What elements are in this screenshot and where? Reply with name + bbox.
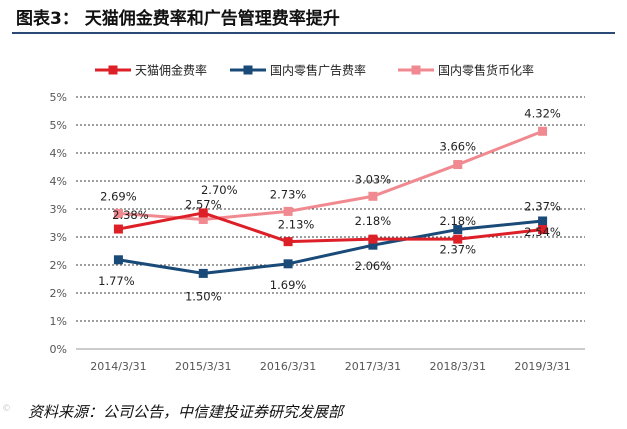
data-label: 1.50% (185, 289, 222, 303)
data-label: 1.77% (98, 274, 135, 288)
monetization-rate-point (453, 160, 463, 170)
legend-label: 天猫佣金费率 (135, 63, 207, 78)
gridlines (76, 96, 585, 322)
y-tick-label: 3% (50, 231, 67, 244)
legend-marker (411, 65, 421, 75)
legend-marker (108, 65, 118, 75)
data-label: 1.69% (270, 278, 307, 292)
commission-rate-point (538, 225, 548, 235)
data-label: 3.66% (439, 140, 476, 154)
data-labels: 2.38% 2.70% 2.13% 2.18% 2.18% 2.37% 1.77% 1.50%… (98, 106, 561, 303)
ad-rate-line (118, 219, 543, 275)
y-tick-label: 2% (50, 287, 67, 300)
data-label: 3.03% (355, 172, 392, 186)
series (113, 126, 548, 278)
legend-label: 国内零售广告费率 (270, 63, 366, 78)
data-label: 2.37% (524, 200, 561, 214)
monetization-rate-point (368, 191, 378, 201)
monetization-rate-point (283, 206, 293, 216)
y-tick-label: 5% (50, 91, 67, 104)
y-tick-label: 1% (50, 315, 67, 328)
y-tick-label: 2% (50, 259, 67, 272)
y-tick-label: 0% (50, 343, 67, 356)
y-tick-label: 4% (50, 147, 67, 160)
monetization-rate-point (538, 126, 548, 136)
data-label: 2.38% (112, 208, 149, 222)
commission-rate-line (118, 211, 543, 244)
data-label: 2.06% (355, 259, 392, 273)
x-tick-label: 2019/3/31 (514, 360, 570, 373)
data-label: 2.73% (270, 187, 307, 201)
x-tick-label: 2015/3/31 (175, 360, 231, 373)
ad-rate-point (368, 240, 378, 250)
y-tick-label: 5% (50, 119, 67, 132)
legend-label: 国内零售货币化率 (438, 63, 534, 78)
ad-rate-point (113, 255, 123, 265)
data-label: 4.32% (524, 106, 561, 120)
x-tick-label: 2017/3/31 (345, 360, 401, 373)
x-tick-label: 2018/3/31 (430, 360, 486, 373)
ad-rate-point (538, 216, 548, 226)
ad-rate-point (283, 259, 293, 269)
commission-rate-point (368, 234, 378, 244)
data-label: 2.69% (100, 189, 137, 203)
ad-rate-point (453, 225, 463, 235)
title-divider (12, 32, 615, 34)
data-label: 2.37% (439, 243, 476, 257)
x-tick-label: 2016/3/31 (260, 360, 316, 373)
source-note: 资料来源：公司公告，中信建投证券研究发展部 (28, 403, 344, 421)
ad-rate-point (198, 268, 208, 278)
legend: 天猫佣金费率 国内零售广告费率 国内零售货币化率 (95, 63, 534, 78)
y-tick-label: 4% (50, 175, 67, 188)
data-label: 2.18% (439, 214, 476, 228)
data-label: 2.13% (278, 218, 315, 232)
watermark: © (2, 404, 11, 414)
data-label: 2.54% (524, 225, 561, 239)
chart-title: 图表3： 天猫佣金费率和广告管理费率提升 (16, 9, 340, 29)
data-label: 2.70% (201, 183, 238, 197)
y-tick-label: 3% (50, 203, 67, 216)
commission-rate-point (198, 208, 208, 218)
legend-marker (243, 65, 253, 75)
monetization-rate-line (118, 129, 544, 221)
axes: 0% 1% 2% 2% 3% 3% 4% 4% 5% 5% 2014/3/31 2015/3/31 20… (50, 91, 585, 373)
monetization-rate-point (113, 208, 123, 218)
commission-rate-point (283, 237, 293, 247)
data-label: 2.57% (185, 197, 222, 211)
monetization-rate-point (198, 214, 208, 224)
commission-rate-point (113, 224, 123, 234)
commission-rate-point (453, 234, 463, 244)
data-label: 2.18% (355, 214, 392, 228)
x-tick-label: 2014/3/31 (90, 360, 146, 373)
